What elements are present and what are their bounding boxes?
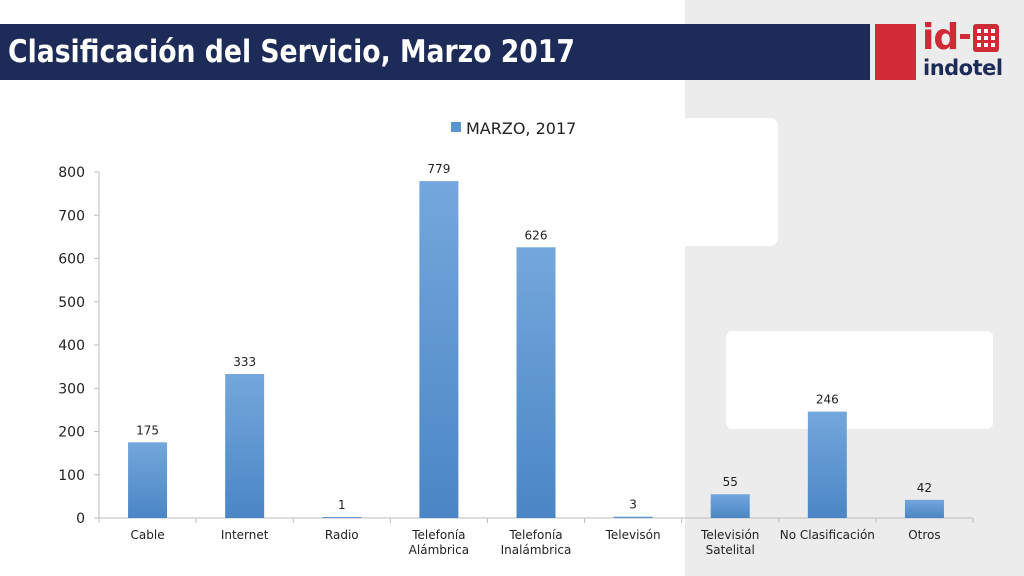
y-tick-label: 300 xyxy=(58,381,85,397)
y-tick-label: 400 xyxy=(58,338,85,354)
y-tick-label: 0 xyxy=(76,511,85,527)
bar xyxy=(128,442,168,518)
logo-red-square xyxy=(875,24,916,80)
page-title: Clasificación del Servicio, Marzo 2017 xyxy=(8,34,575,70)
x-category-label: Internet xyxy=(221,528,269,542)
data-label: 55 xyxy=(723,475,738,489)
y-tick-label: 800 xyxy=(58,165,85,181)
x-category-label: Alámbrica xyxy=(409,543,469,557)
data-label: 779 xyxy=(427,162,450,176)
x-category-label: Radio xyxy=(325,528,359,542)
bar xyxy=(710,494,750,518)
x-category-label: Inalámbrica xyxy=(501,543,572,557)
legend-swatch xyxy=(451,122,461,132)
y-tick-label: 200 xyxy=(58,425,85,441)
logo-id-text: id xyxy=(922,17,959,58)
data-label: 1 xyxy=(338,498,346,512)
bar xyxy=(225,373,265,518)
x-category-label: Cable xyxy=(131,528,165,542)
data-label: 333 xyxy=(233,355,256,369)
data-label: 175 xyxy=(136,423,159,437)
bar xyxy=(613,516,653,518)
bar xyxy=(419,181,459,518)
y-tick-label: 700 xyxy=(58,208,85,224)
background-block xyxy=(726,331,993,429)
x-category-label: Televisón xyxy=(605,528,661,542)
data-label: 246 xyxy=(816,393,839,407)
y-tick-label: 100 xyxy=(58,468,85,484)
x-category-label: Telefonía xyxy=(411,528,465,542)
x-category-label: Televisión xyxy=(700,528,759,542)
bar xyxy=(904,499,944,518)
data-label: 42 xyxy=(917,481,932,495)
logo-keypad-icon xyxy=(960,24,999,52)
data-label: 3 xyxy=(629,498,637,512)
background-panel xyxy=(685,0,1024,576)
x-category-label: Otros xyxy=(908,528,940,542)
legend-label: MARZO, 2017 xyxy=(466,119,576,138)
y-tick-label: 500 xyxy=(58,295,85,311)
title-bar: Clasificación del Servicio, Marzo 2017 xyxy=(0,24,870,80)
indotel-logo: id indotel xyxy=(922,17,1004,84)
x-category-label: Satelital xyxy=(706,543,755,557)
x-category-label: Telefonía xyxy=(508,528,562,542)
x-category-label: No Clasificación xyxy=(780,528,875,542)
bar xyxy=(322,517,362,518)
bar xyxy=(516,247,556,518)
data-label: 626 xyxy=(525,228,548,242)
y-tick-label: 600 xyxy=(58,252,85,268)
logo-wordmark: indotel xyxy=(923,56,1003,80)
bar xyxy=(807,411,847,518)
background-block xyxy=(520,118,778,246)
